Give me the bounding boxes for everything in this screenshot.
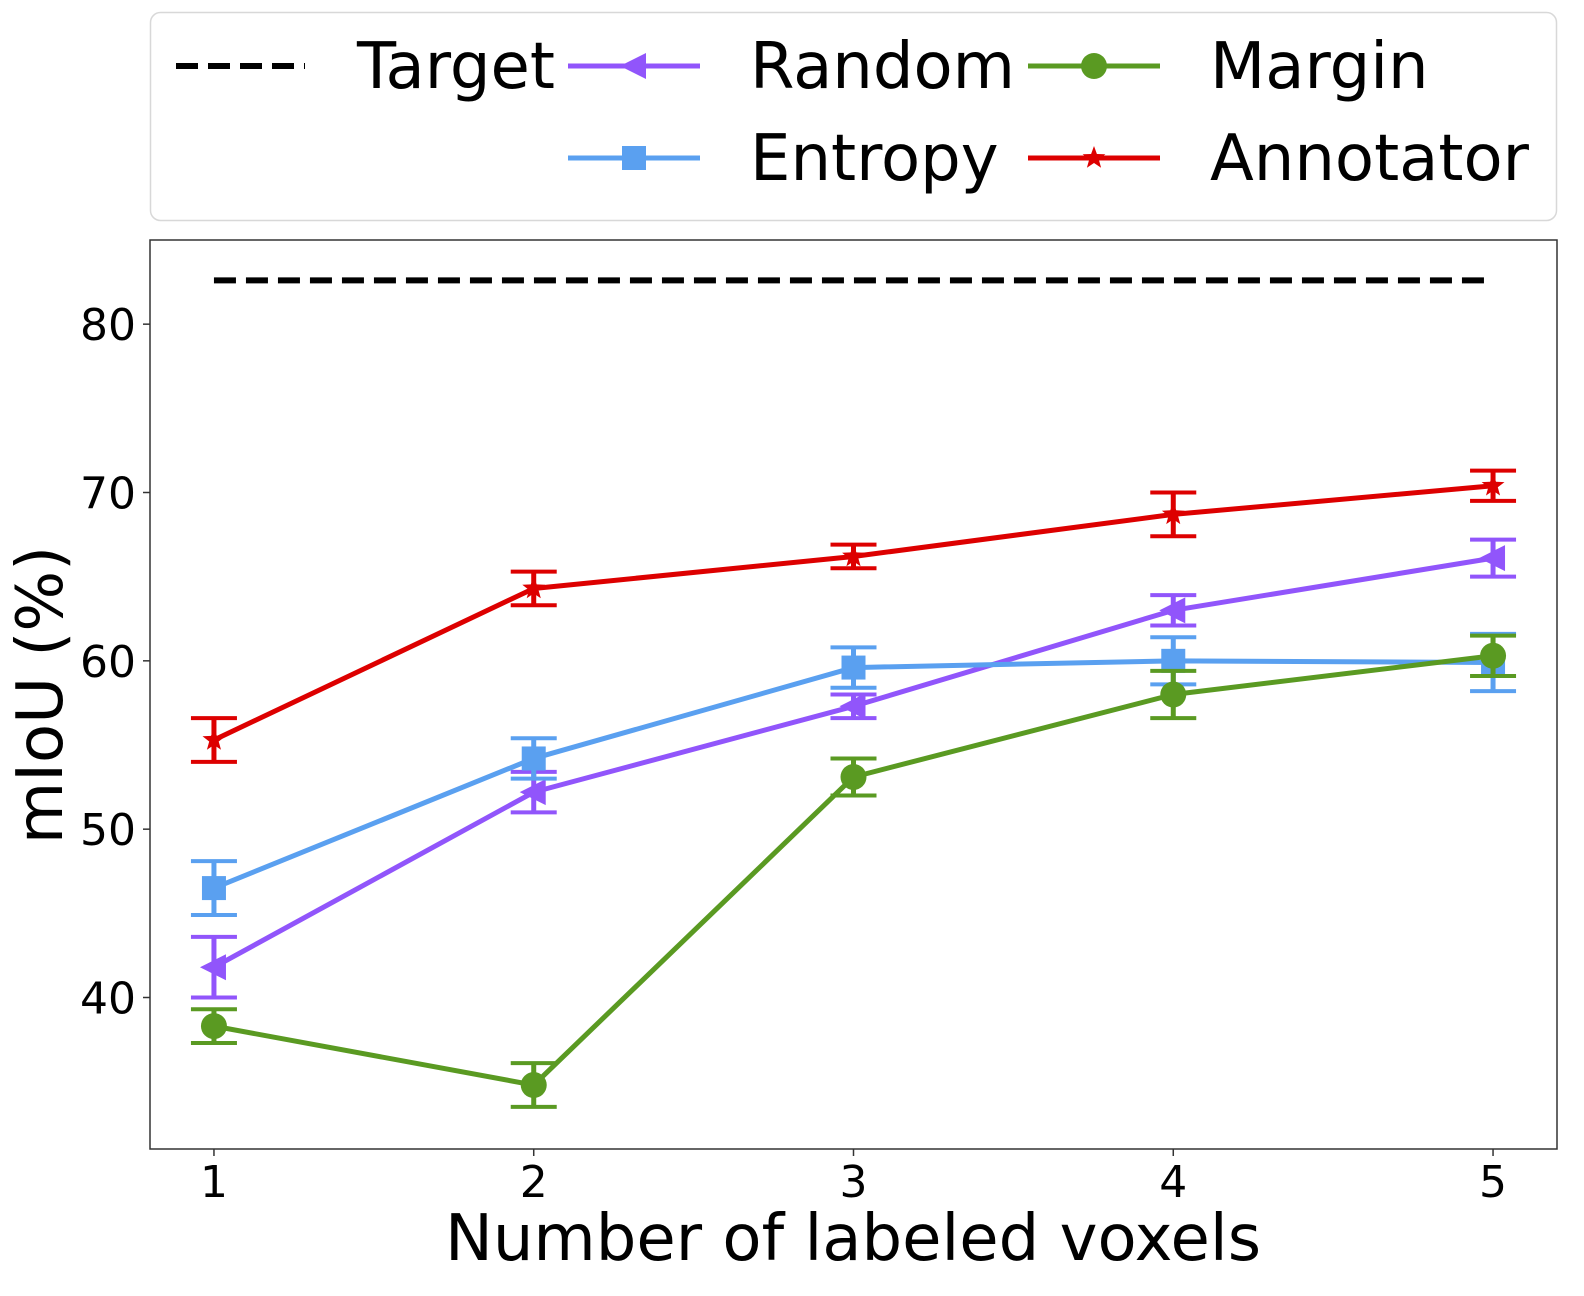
legend-label-random: Random bbox=[750, 30, 1015, 104]
data-point bbox=[1160, 681, 1187, 708]
series-margin bbox=[190, 633, 1517, 1109]
legend-label-margin: Margin bbox=[1210, 30, 1429, 104]
series-random bbox=[190, 537, 1517, 1000]
data-point bbox=[201, 876, 226, 901]
data-point bbox=[842, 544, 865, 567]
series-line bbox=[213, 653, 1494, 1088]
data-point bbox=[199, 954, 226, 981]
legend-label-annotator: Annotator bbox=[1210, 122, 1530, 196]
data-point bbox=[1159, 597, 1186, 624]
data-point bbox=[1161, 502, 1185, 525]
x-tick-label: 4 bbox=[1159, 1157, 1187, 1208]
legend-label-target: Target bbox=[356, 30, 555, 104]
x-axis-label: Number of labeled voxels bbox=[445, 1202, 1261, 1276]
axes: 1 2 3 4 5 40 50 60 70 80 bbox=[80, 239, 1558, 1208]
data-point bbox=[841, 655, 866, 680]
series-annotator bbox=[190, 468, 1517, 764]
legend-marker-entropy bbox=[622, 146, 646, 170]
legend: Target Random Entropy Margin Annotator bbox=[149, 11, 1558, 222]
legend-marker-annotator bbox=[1082, 146, 1106, 168]
data-point bbox=[520, 1072, 547, 1099]
y-tick-label: 40 bbox=[80, 974, 136, 1025]
data-point bbox=[202, 728, 226, 750]
legend-marker-random bbox=[620, 53, 646, 79]
y-tick-label: 70 bbox=[80, 469, 136, 520]
legend-label-entropy: Entropy bbox=[750, 122, 999, 196]
x-tick-label: 1 bbox=[200, 1157, 228, 1208]
x-tick-label: 5 bbox=[1479, 1157, 1507, 1208]
data-point bbox=[1479, 545, 1506, 572]
data-point bbox=[839, 693, 866, 720]
x-tick-label: 2 bbox=[520, 1157, 548, 1208]
legend-box bbox=[149, 11, 1558, 222]
data-point bbox=[1161, 648, 1186, 673]
data-point bbox=[200, 1013, 227, 1040]
y-tick-label: 80 bbox=[80, 300, 136, 351]
data-point bbox=[519, 779, 546, 806]
y-tick-label: 50 bbox=[80, 805, 136, 856]
data-point bbox=[1480, 642, 1507, 669]
x-tick-label: 3 bbox=[840, 1157, 868, 1208]
y-axis-label: mIoU (%) bbox=[4, 546, 78, 844]
data-point bbox=[522, 576, 546, 599]
legend-marker-margin bbox=[1081, 53, 1107, 79]
data-point bbox=[521, 746, 546, 771]
y-tick-label: 60 bbox=[80, 637, 136, 688]
data-point bbox=[1481, 473, 1505, 496]
data-point bbox=[840, 763, 867, 790]
